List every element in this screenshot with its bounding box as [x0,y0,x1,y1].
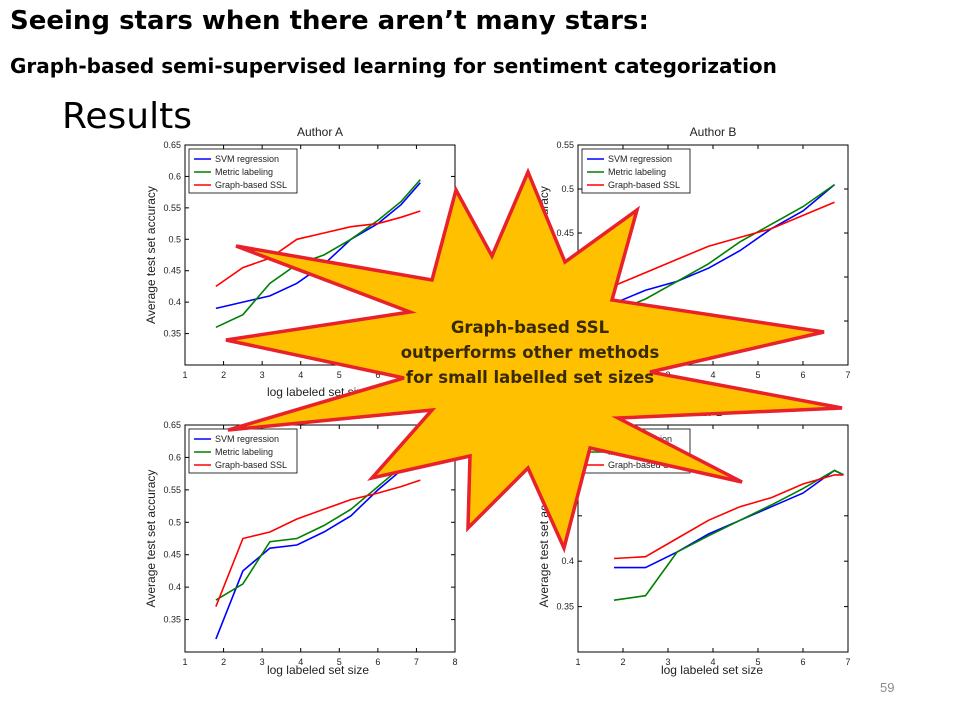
y-tick-label: 0.4 [168,582,181,592]
y-tick-label: 0.65 [163,420,181,430]
callout-text-line-2: outperforms other methods [401,343,660,362]
x-tick-label: 3 [260,370,265,380]
x-tick-label: 2 [620,657,625,667]
callout-text-line-1: Graph-based SSL [451,318,610,337]
legend-label: SVM regression [215,434,279,444]
y-tick-label: 0.35 [163,615,181,625]
chart-title: Author B [690,125,737,139]
legend-label: SVM regression [608,154,672,164]
chart-legend: SVM regression Metric labeling Graph-based… [188,428,298,474]
x-tick-label: 2 [221,370,226,380]
x-tick-label: 7 [845,370,850,380]
legend-label: Graph-based SSL [608,180,680,190]
legend-label: Graph-based SSL [215,180,287,190]
series-line-3 [613,474,844,560]
y-tick-label: 0.6 [168,452,181,462]
series-line-2 [613,469,844,601]
starburst-shape [225,167,843,554]
x-tick-label: 5 [337,370,342,380]
legend-label: Graph-based SSL [608,460,680,470]
x-tick-label: 5 [755,370,760,380]
y-tick-label: 0.6 [168,171,181,181]
legend-label: SVM regression [215,154,279,164]
x-tick-label: 3 [260,657,265,667]
y-axis-label: Average test set accuracy [144,470,158,608]
slide-subtitle: Graph-based semi-supervised learning for… [10,54,777,78]
y-tick-label: 0.5 [561,184,574,194]
chart-legend: SVM regression Metric labeling Graph-based… [581,148,691,194]
y-tick-label: 0.55 [163,203,181,213]
slide-title: Seeing stars when there aren’t many star… [10,6,649,36]
callout-text-line-3: for small labelled set sizes [406,368,654,387]
legend-label: Graph-based SSL [215,460,287,470]
x-tick-label: 1 [575,657,580,667]
x-tick-label: 5 [755,657,760,667]
series-line-1 [613,183,836,305]
x-tick-label: 6 [375,657,380,667]
x-tick-label: 6 [800,657,805,667]
y-tick-label: 0.4 [561,556,574,566]
x-tick-label: 4 [710,370,715,380]
x-axis-label: log labeled set size [661,663,763,677]
series-line-3 [613,201,835,287]
y-tick-label: 0.55 [556,140,574,150]
legend-label: Metric labeling [608,167,666,177]
legend-label: Metric labeling [215,447,273,457]
section-heading: Results [62,96,192,137]
series-line-3 [215,210,421,288]
y-tick-label: 0.55 [163,485,181,495]
x-tick-label: 7 [845,657,850,667]
x-axis-label: log labeled set size [267,663,369,677]
y-tick-label: 0.35 [556,602,574,612]
page-number: 59 [880,680,895,695]
series-line-1 [215,463,421,640]
x-tick-label: 8 [452,657,457,667]
x-tick-label: 2 [221,657,226,667]
legend-label: Metric labeling [215,167,273,177]
x-tick-label: 5 [337,657,342,667]
y-tick-label: 0.45 [556,228,574,238]
chart-title: Author A [297,125,343,139]
series-line-2 [613,183,835,313]
x-tick-label: 4 [298,370,303,380]
y-tick-label: 0.65 [163,140,181,150]
series-line-2 [215,179,421,329]
y-tick-label: 0.35 [163,329,181,339]
y-tick-label: 0.45 [163,266,181,276]
chart-legend: SVM regression Metric labeling Graph-based… [188,148,298,194]
x-tick-label: 4 [298,657,303,667]
callout-starburst: Graph-based SSL outperforms other methods… [225,167,843,554]
x-tick-label: 4 [710,657,715,667]
y-tick-label: 0.5 [168,517,181,527]
y-tick-label: 0.4 [168,297,181,307]
x-tick-label: 7 [414,657,419,667]
y-axis-label: Average test set accuracy [144,186,158,324]
x-tick-label: 1 [182,370,187,380]
x-tick-label: 6 [375,370,380,380]
y-tick-label: 0.5 [168,234,181,244]
x-tick-label: 3 [665,657,670,667]
series-line-3 [215,479,421,607]
x-tick-label: 6 [800,370,805,380]
y-tick-label: 0.45 [163,550,181,560]
x-tick-label: 1 [182,657,187,667]
